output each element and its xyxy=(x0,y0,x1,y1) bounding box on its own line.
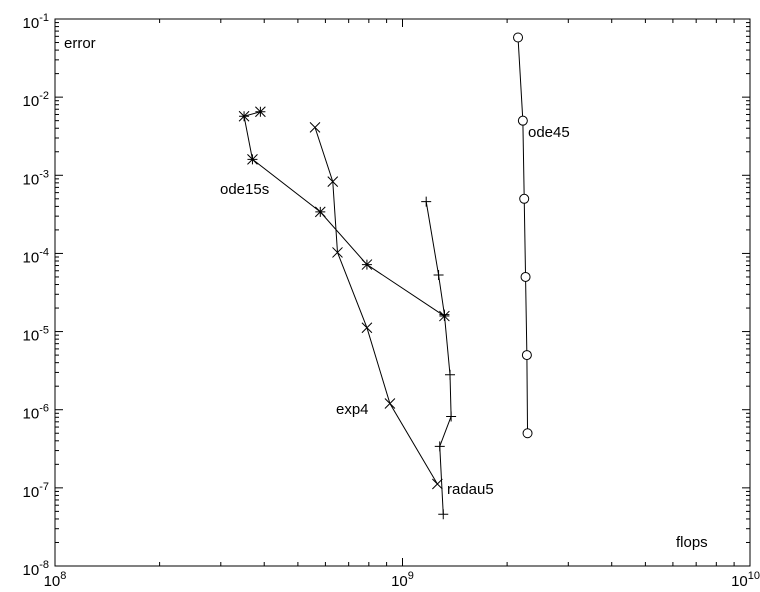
axis-ticks xyxy=(54,18,751,567)
data-point-x xyxy=(327,176,339,187)
data-point-asterisk xyxy=(314,206,326,218)
series-line xyxy=(243,111,445,317)
y-tick-label: 10-2 xyxy=(23,90,49,110)
y-tick-label: 10-1 xyxy=(23,12,49,32)
series-line xyxy=(517,37,529,434)
series-label-radau5: radau5 xyxy=(447,481,494,498)
data-point-circle xyxy=(522,428,533,439)
series-labels: ode45 ode15s exp4 radau5 xyxy=(220,124,570,498)
series-line xyxy=(425,201,452,515)
data-point-asterisk xyxy=(361,259,373,270)
series-exp4 xyxy=(309,122,443,490)
data-point-asterisk xyxy=(247,153,258,165)
series-ode45 xyxy=(513,32,533,439)
data-point-asterisk xyxy=(238,110,250,122)
y-tick-label: 10-6 xyxy=(23,403,49,423)
series-line xyxy=(314,127,438,485)
y-tick-label: 10-4 xyxy=(23,246,49,266)
data-point-circle xyxy=(519,193,530,204)
tick-labels: 108 109 1010 10-1 10-2 10-3 10-4 10-5 10-6 10-7 10… xyxy=(23,12,760,590)
series-label-ode45: ode45 xyxy=(528,124,570,141)
y-tick-label: 10-3 xyxy=(23,168,49,188)
y-axis-label: error xyxy=(64,35,96,52)
data-point-plus xyxy=(433,269,444,280)
x-tick-label: 1010 xyxy=(731,570,760,590)
x-axis-label: flops xyxy=(676,534,708,551)
data-point-plus xyxy=(439,309,450,320)
series-radau5 xyxy=(421,196,457,520)
x-tick-label: 108 xyxy=(44,570,67,590)
plot-frame xyxy=(54,18,751,567)
series-layer xyxy=(238,32,533,520)
data-point-circle xyxy=(520,271,531,282)
data-point-x xyxy=(361,322,373,334)
series-ode15s xyxy=(238,106,450,322)
data-point-x xyxy=(432,478,443,490)
data-point-x xyxy=(384,398,396,409)
y-tick-label: 10-7 xyxy=(23,481,49,501)
data-point-circle xyxy=(521,350,532,361)
data-point-asterisk xyxy=(255,106,266,118)
data-point-plus xyxy=(421,196,432,207)
x-tick-label: 109 xyxy=(391,570,414,590)
data-point-x xyxy=(309,122,321,133)
data-point-plus xyxy=(445,369,456,380)
data-point-circle xyxy=(513,32,524,43)
y-tick-label: 10-8 xyxy=(23,559,49,579)
series-label-ode15s: ode15s xyxy=(220,181,269,198)
data-point-circle xyxy=(517,115,528,126)
y-tick-label: 10-5 xyxy=(23,325,49,345)
series-label-exp4: exp4 xyxy=(336,401,369,418)
data-point-plus xyxy=(434,441,445,452)
data-point-x xyxy=(332,247,343,258)
data-point-plus xyxy=(446,411,457,422)
data-point-plus xyxy=(438,509,449,520)
